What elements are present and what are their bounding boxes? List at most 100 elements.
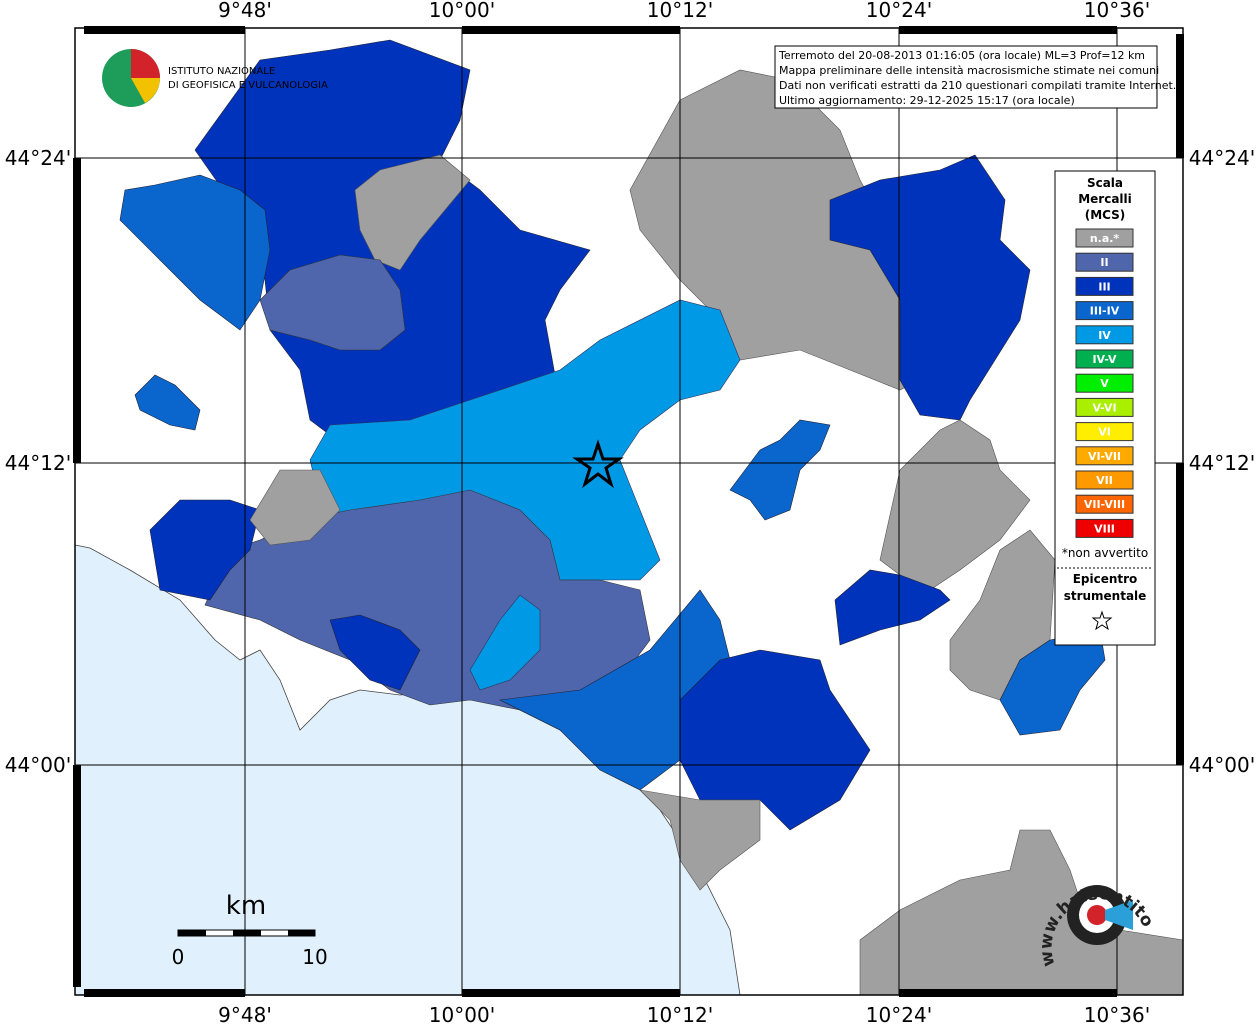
frame-stripe <box>899 989 1117 997</box>
lon-label: 9°48' <box>218 0 272 22</box>
legend-label: IV <box>1098 329 1111 342</box>
lat-label: 44°12' <box>1189 451 1255 475</box>
lon-label: 10°00' <box>429 1003 495 1024</box>
area-iii-iv <box>729 419 831 521</box>
lat-label: 44°00' <box>1189 753 1255 777</box>
scale-bar-segment <box>288 930 315 936</box>
scale-unit: km <box>226 891 266 921</box>
lon-label: 10°12' <box>647 0 713 22</box>
area-iii <box>679 649 871 831</box>
lon-label: 10°12' <box>647 1003 713 1024</box>
lon-label: 10°24' <box>866 1003 932 1024</box>
logo-globe <box>131 78 160 103</box>
watermark-disc <box>1087 905 1107 925</box>
logo-globe <box>131 49 160 78</box>
legend-swatch <box>1075 422 1134 442</box>
legend-swatch <box>1075 446 1134 466</box>
lon-label: 10°00' <box>429 0 495 22</box>
lat-label: 44°00' <box>5 753 71 777</box>
logo: ISTITUTO NAZIONALE DI GEOFISICA E VULCAN… <box>102 49 328 107</box>
legend-swatch <box>1075 301 1134 321</box>
legend-label: n.a.* <box>1090 232 1120 245</box>
frame-stripe <box>899 26 1117 34</box>
area-na <box>354 154 471 271</box>
frame-stripe <box>84 26 245 34</box>
legend: Scala Mercalli (MCS) *non avvertito Epic… <box>1054 170 1156 646</box>
legend-title: (MCS) <box>1085 208 1126 222</box>
info-box: Terremoto del 20-08-2013 01:16:05 (ora l… <box>774 45 1176 109</box>
legend-label: III-IV <box>1090 305 1120 318</box>
watermark-cone <box>1105 900 1133 930</box>
area-iii <box>329 614 421 691</box>
frame <box>73 26 1184 997</box>
legend-label: VI <box>1098 426 1111 439</box>
lon-label: 10°36' <box>1084 1003 1150 1024</box>
scale-bar-segment <box>178 930 206 936</box>
legend-epicenter: Epicentro <box>1073 572 1138 586</box>
legend-label: III <box>1098 280 1110 293</box>
info-line: Mappa preliminare delle intensità macros… <box>779 64 1159 77</box>
frame-stripe <box>462 989 680 997</box>
legend-swatch <box>1075 325 1134 345</box>
area-iii-iv <box>999 629 1106 736</box>
legend-label: VIII <box>1094 522 1115 535</box>
frame-stripe <box>462 26 680 34</box>
area-na <box>249 469 341 546</box>
legend-swatch <box>1075 494 1134 514</box>
info-line: Dati non verificati estratti da 210 ques… <box>779 79 1176 92</box>
legend-swatch <box>1075 349 1134 369</box>
area-iv <box>469 594 541 691</box>
legend-title: Scala <box>1087 176 1123 190</box>
info-frame <box>774 45 1158 109</box>
legend-star <box>1091 610 1113 631</box>
legend-label: V-VI <box>1092 401 1116 414</box>
legend-swatch <box>1075 373 1134 393</box>
scale-label: 10 <box>302 945 327 969</box>
legend-swatch <box>1075 276 1134 296</box>
lon-label: 10°24' <box>866 0 932 22</box>
area-iii <box>829 154 1031 421</box>
area-iii-iv <box>119 174 271 331</box>
legend-title: Mercalli <box>1078 192 1132 206</box>
lon-label: 9°48' <box>218 1003 272 1024</box>
frame-stripe <box>73 158 81 463</box>
scale-bar-segment <box>233 930 261 936</box>
legend-swatch <box>1075 470 1134 490</box>
map-area <box>74 39 1184 996</box>
legend-label: VI-VII <box>1088 450 1121 463</box>
frame-stripe <box>84 989 245 997</box>
frame-stripe <box>1176 34 1184 158</box>
legend-swatch <box>1075 228 1134 248</box>
lon-label: 10°36' <box>1084 0 1150 22</box>
legend-swatch <box>1075 252 1134 272</box>
lat-label: 44°24' <box>1189 146 1255 170</box>
frame-stripe <box>73 765 81 987</box>
legend-label: IV-V <box>1092 353 1117 366</box>
sea <box>74 544 741 996</box>
epicenter-star <box>572 439 624 489</box>
legend-swatch <box>1075 397 1134 417</box>
legend-note: *non avvertito <box>1062 546 1148 560</box>
legend-swatch <box>1075 518 1134 538</box>
area-iii-iv <box>134 374 201 431</box>
legend-label: VII <box>1096 474 1113 487</box>
lat-label: 44°24' <box>5 146 71 170</box>
legend-label: VII-VIII <box>1084 498 1125 511</box>
coordinate-labels: 9°48' 9°48' 10°00' 10°00' 10°12' 10°12' 10°24'… <box>5 0 1255 1024</box>
info-line: Ultimo aggiornamento: 29-12-2025 15:17 (… <box>779 94 1075 107</box>
logo-text: ISTITUTO NAZIONALE <box>168 66 275 77</box>
area-na <box>639 789 761 891</box>
legend-label: V <box>1100 377 1109 390</box>
scale-bar: km 0 10 <box>172 891 328 969</box>
legend-epicenter: strumentale <box>1064 589 1147 603</box>
area-iii <box>149 499 261 601</box>
frame-stripe <box>1176 463 1184 765</box>
scale-label: 0 <box>172 945 185 969</box>
logo-text: DI GEOFISICA E VULCANOLOGIA <box>168 80 328 91</box>
area-iii <box>834 569 951 646</box>
lat-label: 44°12' <box>5 451 71 475</box>
legend-label: II <box>1100 256 1108 269</box>
area-ii <box>259 254 406 351</box>
info-line: Terremoto del 20-08-2013 01:16:05 (ora l… <box>778 49 1145 62</box>
